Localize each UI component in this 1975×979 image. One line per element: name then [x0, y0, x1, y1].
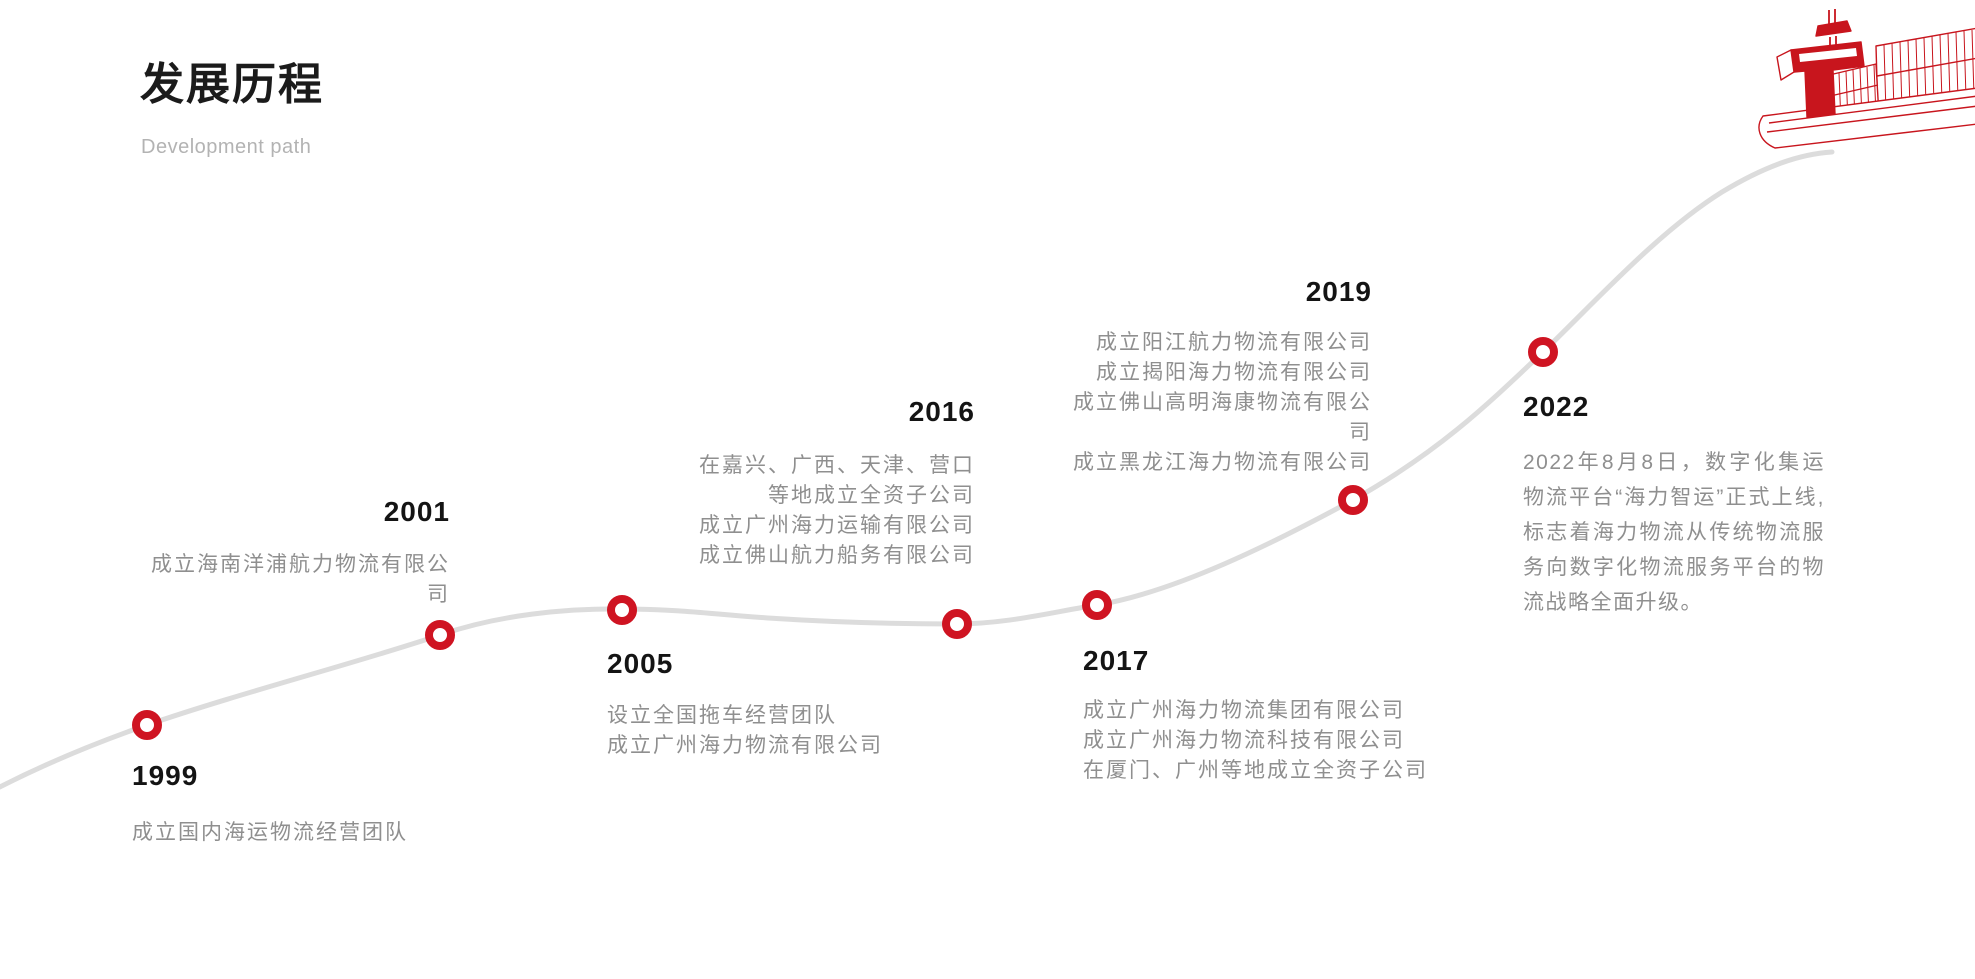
milestone-desc-line: 成立佛山高明海康物流有限公司: [1073, 391, 1372, 444]
milestone-desc: 成立阳江航力物流有限公司 成立揭阳海力物流有限公司 成立佛山高明海康物流有限公司…: [1052, 328, 1372, 478]
ship-icon: [1758, 9, 1975, 149]
milestone-year: 1999: [132, 760, 199, 791]
timeline-marker-2005: [607, 595, 637, 625]
milestone-desc-line: 成立阳江航力物流有限公司: [1096, 331, 1372, 354]
timeline-marker-2019: [1338, 485, 1368, 515]
milestone-desc-line: 设立全国拖车经营团队: [607, 704, 837, 727]
milestone-desc-line: 成立广州海力物流集团有限公司: [1083, 699, 1405, 722]
milestone-desc-line: 成立佛山航力船务有限公司: [699, 544, 975, 567]
page-subtitle: Development path: [141, 136, 312, 158]
milestone-year: 2005: [607, 648, 674, 679]
timeline-marker-2016: [942, 609, 972, 639]
milestone-2022: 2022 2022年8月8日，数字化集运物流平台“海力智运”正式上线,标志着海力…: [1523, 391, 1825, 620]
milestone-desc-line: 在厦门、广州等地成立全资子公司: [1083, 759, 1428, 782]
milestone-desc-line: 2022年8月8日，数字化集运物流平台“海力智运”正式上线,标志着海力物流从传统…: [1523, 451, 1825, 614]
page-title: 发展历程: [140, 60, 324, 109]
milestone-desc-line: 成立黑龙江海力物流有限公司: [1073, 451, 1372, 474]
timeline-marker-1999: [132, 710, 162, 740]
milestone-2016: 2016 在嘉兴、广西、天津、营口 等地成立全资子公司 成立广州海力运输有限公司…: [655, 396, 975, 571]
milestone-desc-line: 成立广州海力物流有限公司: [607, 734, 883, 757]
milestone-desc-line: 在嘉兴、广西、天津、营口: [699, 454, 975, 477]
milestone-desc-line: 成立广州海力运输有限公司: [699, 514, 975, 537]
milestone-year: 2001: [383, 496, 450, 527]
milestone-desc-line: 成立广州海力物流科技有限公司: [1083, 729, 1405, 752]
milestone-2017: 2017 成立广州海力物流集团有限公司 成立广州海力物流科技有限公司 在厦门、广…: [1083, 645, 1428, 786]
milestone-2005: 2005 设立全国拖车经营团队 成立广州海力物流有限公司: [607, 648, 883, 761]
milestone-desc-line: 成立海南洋浦航力物流有限公司: [151, 553, 450, 606]
milestone-desc: 在嘉兴、广西、天津、营口 等地成立全资子公司 成立广州海力运输有限公司 成立佛山…: [655, 451, 975, 571]
timeline-marker-2022: [1528, 337, 1558, 367]
milestone-2001: 2001 成立海南洋浦航力物流有限公司: [150, 496, 450, 610]
milestone-desc-line: 等地成立全资子公司: [768, 484, 975, 507]
timeline-marker-2017: [1082, 590, 1112, 620]
milestone-year: 2022: [1523, 391, 1590, 422]
milestone-2019: 2019 成立阳江航力物流有限公司 成立揭阳海力物流有限公司 成立佛山高明海康物…: [1052, 276, 1372, 478]
milestone-desc: 成立广州海力物流集团有限公司 成立广州海力物流科技有限公司 在厦门、广州等地成立…: [1083, 696, 1428, 786]
milestone-desc: 成立国内海运物流经营团队: [132, 818, 408, 848]
milestone-year: 2019: [1305, 276, 1372, 307]
milestone-desc-line: 成立国内海运物流经营团队: [132, 821, 408, 844]
milestone-desc-line: 成立揭阳海力物流有限公司: [1096, 361, 1372, 384]
milestone-year: 2017: [1083, 645, 1150, 676]
milestone-desc: 设立全国拖车经营团队 成立广州海力物流有限公司: [607, 701, 883, 761]
milestone-1999: 1999 成立国内海运物流经营团队: [132, 760, 408, 848]
milestone-year: 2016: [908, 396, 975, 427]
milestone-desc: 成立海南洋浦航力物流有限公司: [150, 550, 450, 610]
milestone-desc: 2022年8月8日，数字化集运物流平台“海力智运”正式上线,标志着海力物流从传统…: [1523, 445, 1825, 620]
timeline-marker-2001: [425, 620, 455, 650]
